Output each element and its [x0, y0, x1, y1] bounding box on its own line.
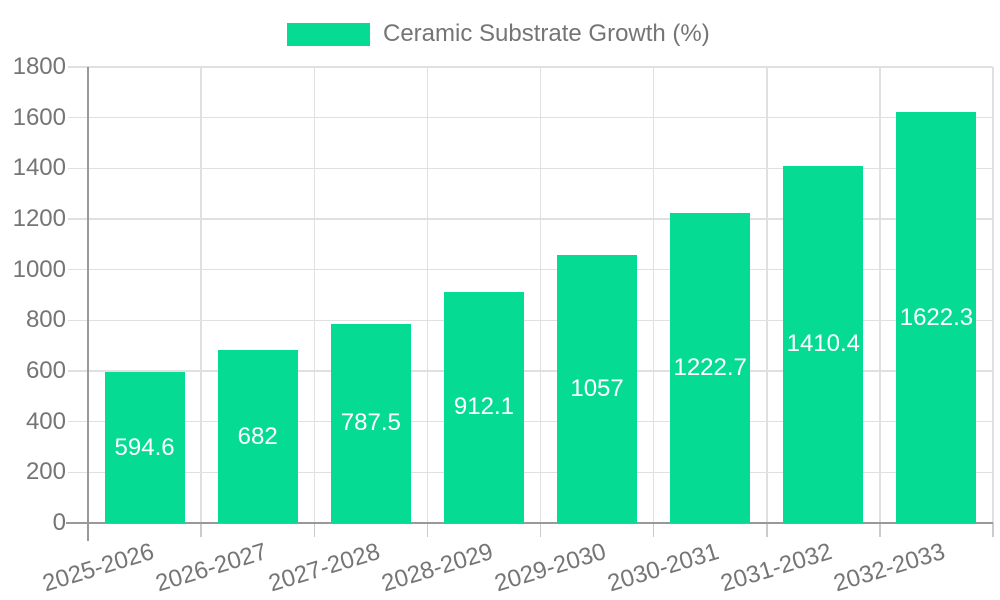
- bar: [443, 291, 524, 523]
- y-tick-label: 800: [25, 306, 66, 334]
- x-tick-mark: [313, 523, 315, 537]
- gridline-y: [68, 218, 993, 220]
- y-tick-label: 400: [25, 407, 66, 435]
- x-axis-line: [66, 522, 993, 524]
- y-tick-label: 1800: [12, 53, 66, 80]
- bar: [217, 350, 298, 523]
- gridline-y: [68, 471, 993, 474]
- legend-item[interactable]: Ceramic Substrate Growth (%): [287, 20, 710, 48]
- bar-value-label: 1622.3: [899, 303, 974, 331]
- gridline-y: [68, 420, 993, 423]
- bar-value-label: 912.1: [453, 393, 514, 421]
- bar: [557, 255, 638, 523]
- bar: [104, 372, 185, 523]
- bar: [330, 323, 411, 523]
- bar-value-label: 594.6: [114, 433, 175, 461]
- y-tick-label: 1600: [12, 103, 66, 131]
- gridline-y: [68, 370, 993, 372]
- bar-value-label: 787.5: [340, 409, 401, 437]
- y-tick-label: 200: [25, 458, 66, 486]
- bar: [670, 213, 751, 523]
- gridline-x: [766, 67, 768, 523]
- bar: [783, 165, 864, 523]
- gridline-y: [68, 268, 993, 271]
- y-axis-line: [87, 67, 89, 541]
- y-tick-label: 1000: [12, 255, 66, 283]
- x-tick-mark: [766, 523, 768, 537]
- gridline-x: [539, 67, 542, 523]
- y-tick-label: 1400: [12, 154, 66, 182]
- x-tick-mark: [652, 523, 655, 537]
- gridline-x: [200, 67, 202, 523]
- gridline-x: [426, 67, 429, 523]
- gridline-x: [992, 67, 994, 523]
- gridline-y: [68, 116, 993, 119]
- x-tick-mark: [879, 523, 881, 537]
- bar-value-label: 682: [237, 422, 278, 450]
- y-tick-label: 0: [52, 509, 66, 536]
- x-tick-mark: [992, 523, 994, 537]
- y-tick-label: 1200: [12, 205, 66, 232]
- gridline-x: [313, 67, 315, 523]
- bar-value-label: 1410.4: [786, 330, 861, 358]
- y-tick-label: 600: [25, 357, 66, 384]
- legend-swatch: [287, 22, 370, 46]
- x-tick-mark: [539, 523, 542, 537]
- x-tick-mark: [200, 523, 202, 537]
- bar-value-label: 1222.7: [673, 354, 747, 382]
- gridline-y: [68, 167, 993, 170]
- x-tick-mark: [426, 523, 429, 537]
- gridline-y: [68, 319, 993, 322]
- gridline-y: [68, 66, 993, 68]
- bar-value-label: 1057: [570, 375, 624, 403]
- bar: [896, 112, 977, 523]
- gridline-x: [652, 67, 655, 523]
- legend-label: Ceramic Substrate Growth (%): [383, 20, 710, 47]
- gridline-x: [879, 67, 881, 523]
